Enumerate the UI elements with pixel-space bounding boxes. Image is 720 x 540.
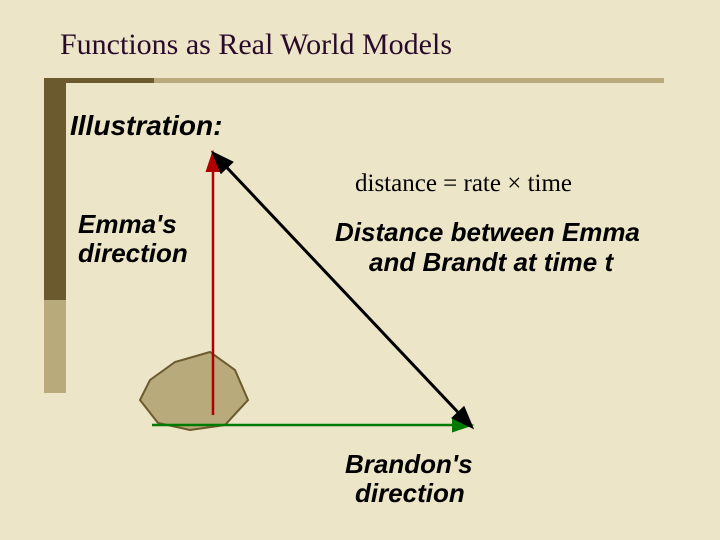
- emma-label-line2: direction: [78, 239, 188, 268]
- distance-label-line1: Distance between Emma: [335, 218, 640, 248]
- subheading: Illustration:: [70, 110, 222, 142]
- formula-text: distance = rate × time: [355, 170, 572, 198]
- sidebar-bar-accent: [44, 300, 66, 393]
- distance-label: Distance between Emma and Brandt at time…: [335, 218, 640, 278]
- camp-ground-label: camp ground: [172, 388, 227, 422]
- page-title: Functions as Real World Models: [60, 28, 452, 62]
- camp-label-line1: camp: [172, 388, 227, 405]
- camp-label-line2: ground: [172, 405, 227, 422]
- emma-label-line1: Emma's: [78, 210, 188, 239]
- distance-label-line2: and Brandt at time t: [335, 248, 640, 278]
- title-underline: [44, 78, 664, 83]
- brandon-direction-label: Brandon's direction: [345, 450, 473, 507]
- brandon-label-line2: direction: [345, 479, 473, 508]
- emma-direction-label: Emma's direction: [78, 210, 188, 267]
- brandon-label-line1: Brandon's: [345, 450, 473, 479]
